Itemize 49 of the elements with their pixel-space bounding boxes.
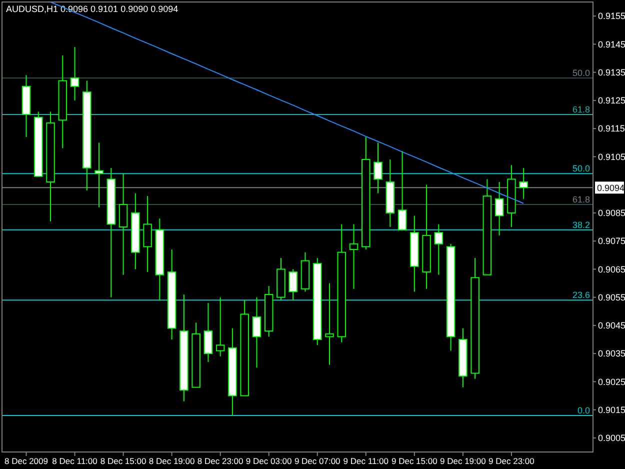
y-tick-label: 0.9065: [598, 264, 625, 274]
x-tick-label: 9 Dec 15:00: [391, 456, 438, 466]
candlestick: [325, 282, 334, 366]
candlestick: [349, 224, 358, 290]
candlestick: [70, 46, 80, 101]
x-tick-label: 8 Dec 11:00: [52, 456, 98, 466]
candlestick: [216, 296, 225, 357]
ref-line-label: 0.9094: [597, 182, 625, 193]
y-tick-label: 0.9035: [598, 348, 625, 359]
text: 23.6: [572, 290, 590, 300]
candlestick: [94, 142, 104, 208]
text: 38.2: [572, 220, 590, 230]
candlestick: [519, 167, 528, 200]
candlestick: [374, 142, 382, 194]
x-tick-label: 8 Dec 2009: [4, 456, 48, 466]
text: 0.0: [577, 405, 590, 416]
y-tick-label: 0.9075: [598, 236, 625, 246]
y-tick-label: 0.9085: [598, 208, 625, 218]
y-tick-label: 0.9115: [598, 124, 625, 134]
text: 50.0: [572, 164, 590, 174]
y-tick-label: 0.9055: [598, 292, 625, 302]
y-tick-label: 0.9015: [598, 404, 625, 415]
text: 50.0: [572, 68, 590, 78]
candlestick: [494, 182, 504, 236]
x-tick-label: 8 Dec 15:00: [100, 456, 146, 466]
x-tick-label: 9 Dec 03:00: [246, 456, 292, 466]
candlestick: [434, 224, 444, 276]
x-tick-label: 9 Dec 11:00: [343, 456, 389, 466]
y-tick-label: 0.9155: [598, 11, 625, 22]
y-tick-label: 0.9005: [598, 433, 625, 444]
y-tick-label: 0.9135: [598, 67, 625, 78]
candlestick: [398, 150, 407, 230]
x-tick-label: 9 Dec 07:00: [294, 456, 341, 466]
candlestick: [288, 268, 298, 301]
y-tick-label: 0.9105: [598, 152, 625, 162]
candlestick: [252, 296, 262, 368]
text: 61.8: [572, 194, 590, 204]
x-tick-label: 9 Dec 23:00: [488, 456, 535, 466]
x-tick-label: 8 Dec 19:00: [148, 456, 195, 466]
text: 61.8: [572, 104, 590, 114]
x-tick-label: 9 Dec 19:00: [440, 456, 486, 466]
y-tick-label: 0.9045: [598, 320, 625, 331]
candlestick: [143, 196, 152, 272]
x-tick-label: 8 Dec 23:00: [197, 456, 244, 466]
y-tick-label: 0.9125: [598, 96, 625, 106]
y-tick-label: 0.9025: [598, 376, 625, 387]
candlestick: [204, 302, 213, 362]
y-tick-label: 0.9145: [598, 39, 625, 50]
candlestick: [118, 173, 128, 276]
